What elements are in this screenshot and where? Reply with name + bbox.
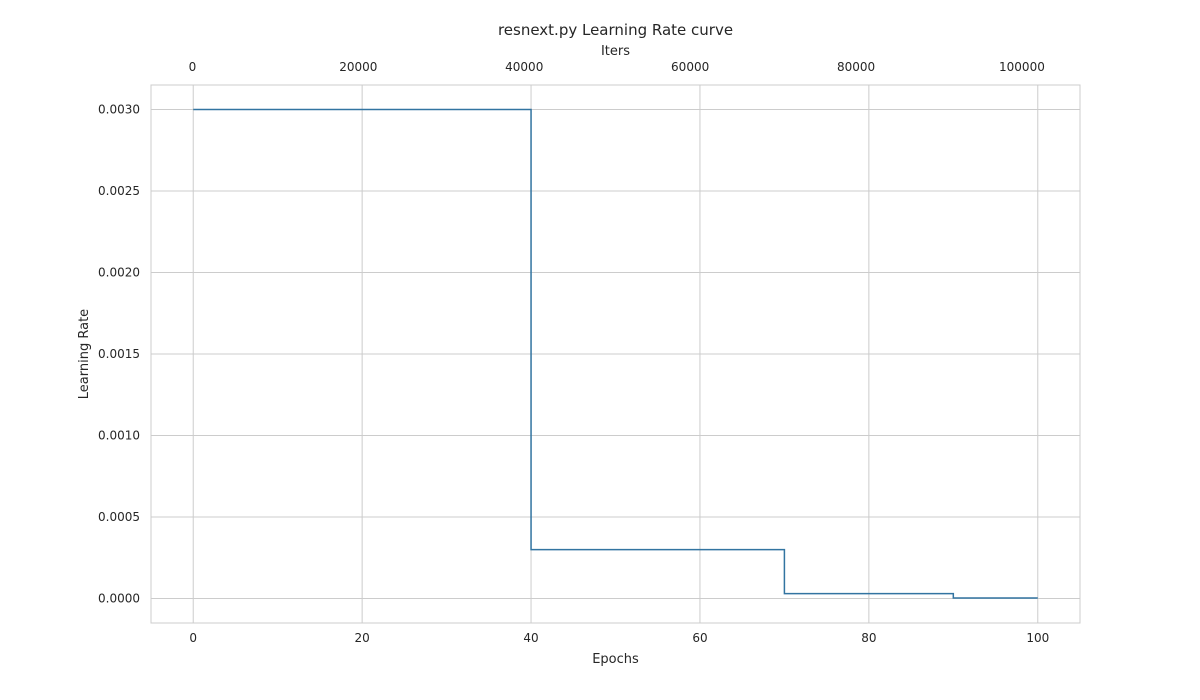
y-tick-label: 0.0030 bbox=[98, 102, 140, 116]
plot-frame bbox=[150, 84, 1081, 624]
x-tick-label: 100 bbox=[1026, 631, 1049, 645]
grid bbox=[151, 85, 1080, 623]
x2-tick-label: 100000 bbox=[999, 60, 1045, 74]
x-tick-label: 60 bbox=[692, 631, 707, 645]
x2-tick-label: 0 bbox=[189, 60, 197, 74]
y-tick-label: 0.0020 bbox=[98, 265, 140, 279]
tick-labels: 0 20 40 60 80 100 0 20000 40000 60000 80000 100000 0… bbox=[98, 60, 1049, 645]
x-tick-label: 80 bbox=[861, 631, 876, 645]
y-tick-label: 0.0025 bbox=[98, 184, 140, 198]
chart-title: resnext.py Learning Rate curve bbox=[498, 21, 733, 39]
x-axis-title: Epochs bbox=[592, 652, 639, 667]
x2-tick-label: 20000 bbox=[339, 60, 377, 74]
x-tick-label: 40 bbox=[523, 631, 538, 645]
series-line bbox=[193, 108, 1038, 599]
x2-tick-label: 80000 bbox=[837, 60, 875, 74]
series-layer bbox=[193, 108, 1038, 599]
y-tick-label: 0.0010 bbox=[98, 429, 140, 443]
y-axis-title: Learning Rate bbox=[77, 309, 92, 399]
x2-tick-label: 40000 bbox=[505, 60, 543, 74]
x-tick-label: 0 bbox=[189, 631, 197, 645]
top-axis-title: Iters bbox=[601, 44, 630, 59]
y-tick-label: 0.0005 bbox=[98, 510, 140, 524]
y-tick-label: 0.0015 bbox=[98, 347, 140, 361]
x2-tick-label: 60000 bbox=[671, 60, 709, 74]
y-tick-label: 0.0000 bbox=[98, 592, 140, 606]
x-tick-label: 20 bbox=[354, 631, 369, 645]
